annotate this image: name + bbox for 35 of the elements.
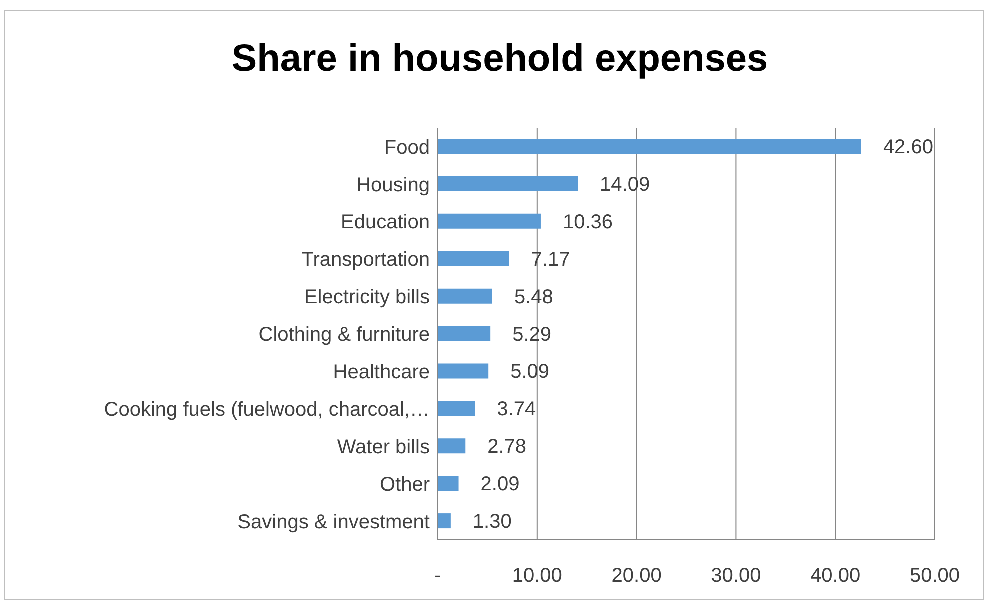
y-tick-label: Savings & investment <box>238 511 430 534</box>
bar <box>438 176 578 192</box>
y-tick-label: Other <box>380 474 430 496</box>
y-tick-label: Housing <box>356 174 430 196</box>
data-label: 42.60 <box>883 136 934 158</box>
y-tick-label: Education <box>341 212 430 234</box>
x-tick-label: 30.00 <box>711 565 762 588</box>
data-label: 10.36 <box>562 211 614 234</box>
data-label: 2.09 <box>480 474 520 496</box>
bar <box>438 514 451 529</box>
bar <box>438 251 510 266</box>
y-tick-label: Cooking fuels (fuelwood, charcoal,… <box>104 399 430 422</box>
data-label: 1.30 <box>472 511 512 534</box>
y-tick-label: Water bills <box>337 436 430 458</box>
bar <box>438 476 459 492</box>
bar <box>438 139 862 154</box>
x-tick-label: - <box>434 565 442 588</box>
data-label: 3.74 <box>497 398 536 421</box>
y-tick-label: Healthcare <box>333 362 430 384</box>
bar <box>438 438 466 454</box>
y-tick-label: Food <box>384 136 430 159</box>
y-tick-label: Clothing & furniture <box>258 324 430 346</box>
bar <box>438 288 492 304</box>
bar <box>438 214 541 229</box>
y-tick-label: Transportation <box>302 249 430 272</box>
x-tick-label: 50.00 <box>910 565 960 588</box>
bar <box>438 401 476 416</box>
x-tick-label: 20.00 <box>612 565 662 588</box>
bar <box>438 364 489 379</box>
data-label: 2.78 <box>488 436 527 458</box>
chart-title: Share in household expenses <box>230 38 770 81</box>
bar <box>438 326 491 342</box>
y-tick-label: Electricity bills <box>304 286 430 309</box>
x-tick-label: 10.00 <box>512 565 562 588</box>
x-tick-label: 40.00 <box>810 565 861 588</box>
